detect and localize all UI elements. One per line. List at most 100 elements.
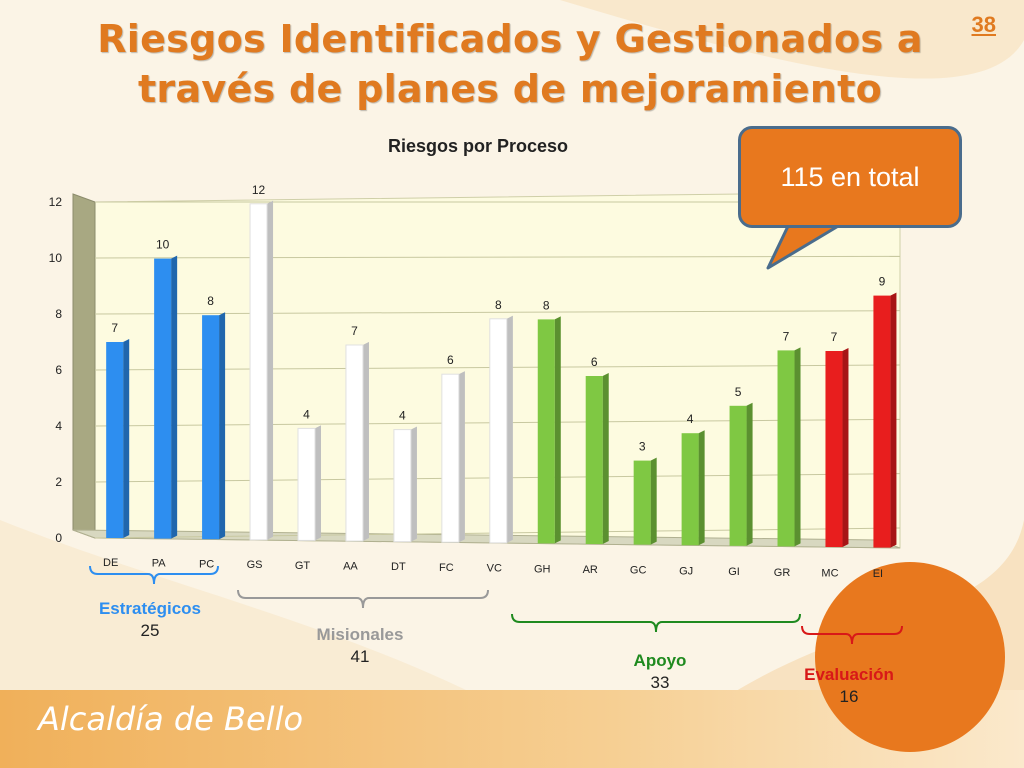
bar-side [794,347,801,547]
x-tick-label: GR [774,567,791,579]
bar [489,318,508,544]
total-callout: 115 en total [738,126,962,228]
group-name: Evaluación [804,665,894,684]
bar-side-shade [746,402,753,546]
bar-value-label: 4 [399,409,406,423]
x-tick-label: GH [534,563,551,575]
bar-value-label: 12 [252,183,266,197]
x-tick-label: PA [152,558,167,570]
bar-side [650,457,657,545]
bar-side [890,292,897,548]
bar-side-shade [171,255,178,539]
x-tick-label: DT [391,561,406,573]
bar-side-shade [362,342,369,541]
x-tick-label: PC [199,558,214,570]
page-title: Riesgos Identificados y Gestionados a tr… [97,17,923,111]
x-tick-label: AA [343,561,358,573]
bar [873,295,891,548]
bar-side [123,339,130,538]
bar-value-label: 7 [831,330,838,344]
bar-side-shade [410,426,417,542]
bar-value-label: 4 [687,412,694,426]
group-bracket [89,565,219,585]
group-name: Misionales [316,625,404,644]
bar-side-shade [123,339,130,538]
group-count: 25 [140,621,160,640]
group-estrategicos: Estratégicos 25 [80,598,220,642]
evaluation-highlight-circle [815,562,1005,752]
group-bracket [801,625,903,645]
bar-side-shade [794,347,801,547]
group-name: Apoyo [633,651,687,670]
bar-side-shade [842,348,849,547]
bar [249,203,268,541]
group-name: Estratégicos [98,599,202,618]
gridline [94,255,901,259]
bar-value-label: 8 [207,294,214,308]
bar [777,350,795,547]
y-tick-label: 0 [55,531,62,545]
gridline [94,310,901,315]
bar-side [554,316,561,544]
group-apoyo: Apoyo 33 [590,650,730,694]
x-tick-label: GT [295,560,311,572]
x-tick-label: GS [247,559,263,571]
group-bracket [511,613,801,633]
bar-value-label: 5 [735,385,742,399]
group-evaluacion: Evaluación 16 [782,664,916,708]
y-tick-label: 2 [55,475,62,489]
bar-side-shade [602,373,609,544]
bar-value-label: 4 [303,407,310,421]
chart-title: Riesgos por Proceso [388,136,568,156]
group-count: 41 [350,647,370,666]
bar-side-shade [890,292,897,548]
bar-side-shade [219,312,226,540]
x-tick-label: AR [583,564,598,576]
x-tick-label: MC [821,568,838,580]
y-tick-label: 6 [55,363,62,377]
group-count: 16 [839,687,859,706]
logo-text: Alcaldía de Bello [38,700,304,738]
y-tick-label: 12 [49,195,63,209]
x-tick-label: GJ [679,565,693,577]
bar-side-shade [267,200,274,540]
bar-side [171,255,178,539]
bar-value-label: 6 [591,355,598,369]
bar-value-label: 10 [156,238,170,252]
y-tick-label: 8 [55,307,62,321]
group-misionales: Misionales 41 [290,624,430,668]
bar [729,405,747,546]
bar-side [842,348,849,547]
bar-side-shade [650,457,657,545]
x-tick-label: GC [630,565,647,577]
bar [297,427,316,541]
bar [345,344,364,542]
bar [202,315,220,540]
bar-side [602,373,609,544]
bar-side [219,312,226,540]
bar [106,342,124,538]
y-tick-label: 10 [49,251,63,265]
bar-side-shade [506,315,513,543]
bar-value-label: 9 [879,275,886,289]
x-tick-label: EI [873,568,883,580]
bar-value-label: 3 [639,440,646,454]
x-tick-label: VC [487,563,502,575]
bar-side-shade [698,430,705,546]
x-tick-label: FC [439,562,454,574]
bar [585,376,603,544]
bar [633,460,651,545]
slide-number: 38 [971,12,996,37]
bar [154,258,172,539]
group-bracket [237,589,489,609]
bar [681,433,699,546]
bar-value-label: 7 [783,329,790,343]
group-count: 33 [650,673,670,692]
bar [393,429,412,543]
bar-value-label: 8 [495,298,502,312]
bar-side [698,430,705,546]
bar-value-label: 8 [543,298,550,312]
bar [537,319,555,544]
